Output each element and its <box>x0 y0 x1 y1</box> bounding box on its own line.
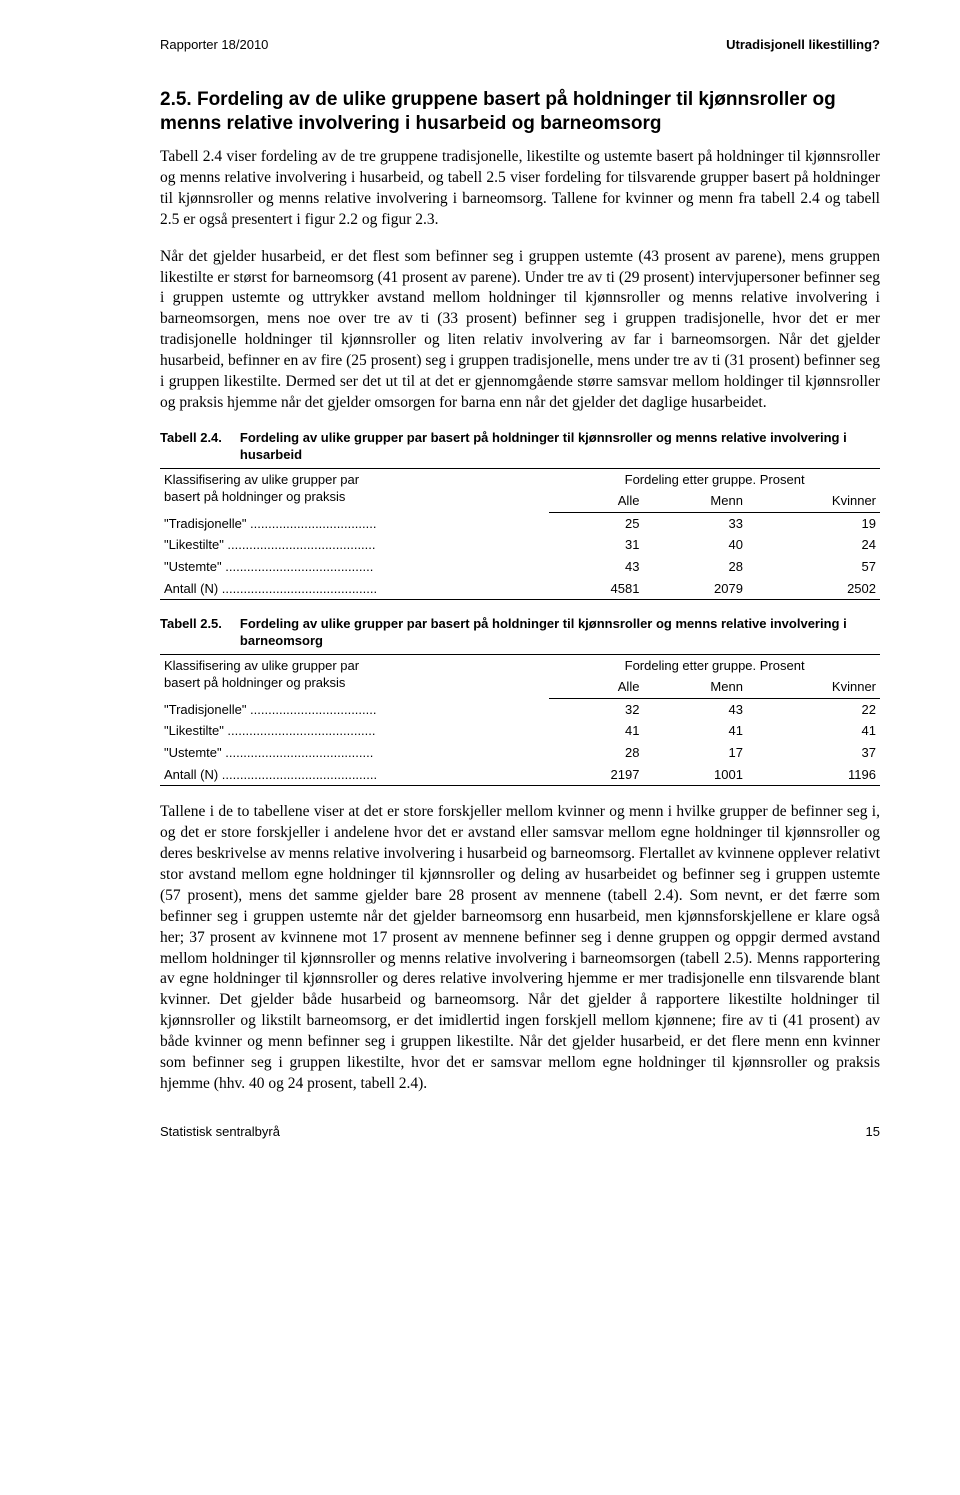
table-row: "Likestilte" ...........................… <box>160 534 880 556</box>
table-24-col-alle: Alle <box>549 490 643 512</box>
table-row: "Ustemte" ..............................… <box>160 742 880 764</box>
table-24-rowhead-line2: basert på holdninger og praksis <box>164 489 345 504</box>
table-row: Antall (N) .............................… <box>160 578 880 600</box>
running-header-right: Utradisjonell likestilling? <box>726 36 880 54</box>
table-24-col-kvinner: Kvinner <box>747 490 880 512</box>
table-25-spanhead: Fordeling etter gruppe. Prosent <box>549 654 880 676</box>
table-25-caption-text: Fordeling av ulike grupper par basert på… <box>240 616 880 650</box>
table-row: "Tradisjonelle" ........................… <box>160 512 880 534</box>
running-header-left: Rapporter 18/2010 <box>160 36 268 54</box>
table-25-rowhead-line1: Klassifisering av ulike grupper par <box>164 658 359 673</box>
paragraph-intro: Tabell 2.4 viser fordeling av de tre gru… <box>160 147 880 231</box>
paragraph-discussion-1: Når det gjelder husarbeid, er det flest … <box>160 247 880 414</box>
table-row: "Tradisjonelle" ........................… <box>160 698 880 720</box>
table-25-col-kvinner: Kvinner <box>747 676 880 698</box>
table-row: "Ustemte" ..............................… <box>160 556 880 578</box>
table-row: Antall (N) .............................… <box>160 764 880 786</box>
table-24-rowhead-line1: Klassifisering av ulike grupper par <box>164 472 359 487</box>
table-24-caption: Tabell 2.4. Fordeling av ulike grupper p… <box>160 430 880 464</box>
table-25-col-alle: Alle <box>549 676 643 698</box>
table-25-col-menn: Menn <box>643 676 746 698</box>
table-24: Klassifisering av ulike grupper par base… <box>160 468 880 600</box>
table-24-col-menn: Menn <box>643 490 746 512</box>
table-24-caption-label: Tabell 2.4. <box>160 430 222 464</box>
running-header: Rapporter 18/2010 Utradisjonell likestil… <box>160 36 880 54</box>
running-footer: Statistisk sentralbyrå 15 <box>160 1123 880 1141</box>
table-25-caption-label: Tabell 2.5. <box>160 616 222 650</box>
section-heading: 2.5. Fordeling av de ulike gruppene base… <box>160 88 880 137</box>
table-24-spanhead: Fordeling etter gruppe. Prosent <box>549 468 880 490</box>
footer-left: Statistisk sentralbyrå <box>160 1123 280 1141</box>
table-row: "Likestilte" ...........................… <box>160 720 880 742</box>
paragraph-discussion-2: Tallene i de to tabellene viser at det e… <box>160 802 880 1095</box>
table-24-caption-text: Fordeling av ulike grupper par basert på… <box>240 430 880 464</box>
table-25-caption: Tabell 2.5. Fordeling av ulike grupper p… <box>160 616 880 650</box>
table-25: Klassifisering av ulike grupper par base… <box>160 654 880 786</box>
table-25-rowhead-line2: basert på holdninger og praksis <box>164 675 345 690</box>
page-number: 15 <box>866 1123 880 1141</box>
